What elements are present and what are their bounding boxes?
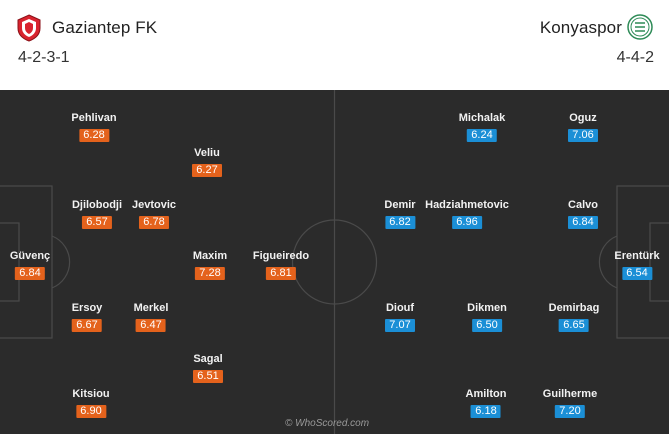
player-guvenc[interactable]: Güvenç 6.84	[9, 250, 51, 280]
konyaspor-crest-icon	[627, 14, 653, 40]
player-michalak[interactable]: Michalak 6.24	[458, 112, 506, 142]
player-merkel[interactable]: Merkel 6.47	[133, 302, 169, 332]
player-dikmen[interactable]: Dikmen 6.50	[467, 302, 507, 332]
home-team-name: Gaziantep FK	[52, 18, 158, 37]
away-team-name: Konyaspor	[539, 18, 622, 37]
pitch-markings	[0, 90, 669, 434]
player-oguz[interactable]: Oguz 7.06	[568, 112, 598, 142]
player-jevtovic[interactable]: Jevtovic 6.78	[131, 199, 177, 229]
player-kitsiou[interactable]: Kitsiou 6.90	[72, 388, 110, 418]
player-veliu[interactable]: Veliu 6.27	[192, 147, 222, 178]
player-calvo[interactable]: Calvo 6.84	[568, 199, 598, 229]
player-pehlivan[interactable]: Pehlivan 6.28	[71, 112, 117, 142]
home-formation: 4-2-3-1	[18, 49, 70, 66]
player-hadziahmetovic[interactable]: Hadziahmetovic 6.96	[425, 199, 509, 229]
pitch: Pehlivan 6.28 Veliu 6.27 Djilobodji 6.57…	[0, 90, 669, 434]
player-guilherme[interactable]: Guilherme 7.20	[542, 388, 598, 418]
player-maxim[interactable]: Maxim 7.28	[192, 250, 228, 280]
player-djilobodji[interactable]: Djilobodji 6.57	[71, 199, 123, 229]
player-demir[interactable]: Demir 6.82	[384, 199, 416, 229]
away-formation: 4-4-2	[616, 49, 654, 66]
gaziantep-crest-icon	[17, 14, 41, 42]
player-figueiredo[interactable]: Figueiredo 6.81	[252, 250, 310, 280]
whoscored-watermark: © WhoScored.com	[285, 418, 370, 429]
match-header: Gaziantep FK 4-2-3-1 Konyaspor 4-4-2	[0, 0, 669, 90]
player-diouf[interactable]: Diouf 7.07	[385, 302, 415, 332]
player-demirbag[interactable]: Demirbag 6.65	[548, 302, 600, 332]
player-amilton[interactable]: Amilton 6.18	[465, 388, 507, 418]
player-sagal[interactable]: Sagal 6.51	[193, 353, 223, 383]
player-ersoy[interactable]: Ersoy 6.67	[71, 302, 103, 332]
player-erenturk[interactable]: Erentürk 6.54	[614, 250, 660, 280]
